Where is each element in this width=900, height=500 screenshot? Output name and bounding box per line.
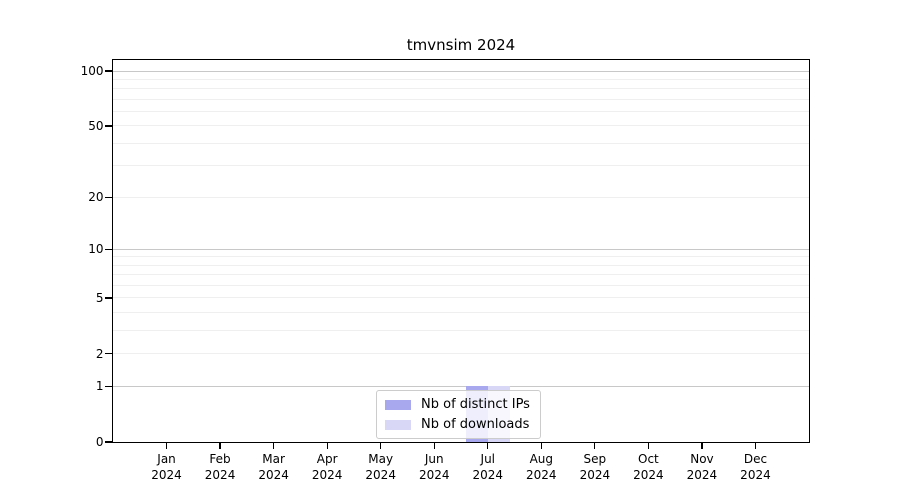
y-gridline-minor [113,165,809,167]
x-tick-label: Jul 2024 [472,451,503,483]
x-tick-mark [165,442,168,449]
y-gridline-minor [113,264,809,266]
x-tick-year: 2024 [472,468,504,482]
legend: Nb of distinct IPs Nb of downloads [376,390,541,439]
x-tick-month: May [368,452,394,466]
x-tick-label: Oct 2024 [633,451,664,483]
y-tick-mark [105,125,112,127]
y-gridline-minor [113,98,809,100]
y-gridline-minor [113,196,809,198]
x-tick-month: Aug [529,452,554,466]
y-tick-label: 20 [88,190,104,205]
legend-swatch-distinct-ips [385,399,411,410]
x-tick-label: Dec 2024 [740,451,771,483]
plot-area: Nb of distinct IPs Nb of downloads 0 1 2 5 1… [81,59,810,482]
y-gridline-major [113,70,809,72]
x-tick-year: 2024 [579,468,611,482]
legend-label-downloads: Nb of downloads [421,417,530,432]
y-gridline-minor [113,297,809,299]
x-tick-year: 2024 [311,468,343,482]
x-tick-year: 2024 [365,468,396,482]
y-tick-label: 0 [95,435,104,449]
x-tick-label: Sep 2024 [580,451,611,483]
x-tick-month: Feb [209,452,231,466]
y-gridline-minor [113,353,809,355]
y-gridline-minor [113,88,809,90]
x-tick-label: Jan 2024 [151,451,182,483]
y-tick-mark [105,441,112,443]
chart-title: tmvnsim 2024 [406,36,516,54]
x-tick-mark [754,442,757,449]
legend-label-distinct-ips: Nb of distinct IPs [421,397,530,412]
x-tick-mark [380,442,382,449]
x-tick-mark [594,442,596,449]
x-tick-month: Dec [743,452,768,466]
x-tick-label: May 2024 [365,451,396,483]
y-gridline-minor [113,274,809,276]
x-tick-month: Jun [424,452,444,466]
y-tick-label: 1 [95,379,104,394]
legend-swatch-downloads [385,419,411,430]
x-tick-year: 2024 [418,468,450,482]
x-tick-year: 2024 [740,468,771,482]
y-gridline-minor [113,78,809,80]
y-tick-mark [105,353,112,355]
x-tick-year: 2024 [151,468,182,482]
legend-item-distinct-ips: Nb of distinct IPs [385,397,530,412]
y-tick-label: 100 [80,64,104,78]
x-tick-mark [487,442,489,449]
y-gridline-minor [113,312,809,314]
x-tick-month: Nov [690,452,714,466]
y-tick-mark [105,297,112,299]
y-gridline-minor [113,330,809,332]
x-tick-year: 2024 [204,468,236,482]
x-tick-year: 2024 [686,468,718,482]
y-gridline-minor [113,142,809,144]
x-tick-month: Jan [157,452,176,466]
legend-item-downloads: Nb of downloads [385,417,530,432]
x-tick-label: Mar 2024 [258,451,289,483]
x-tick-month: Jul [480,452,496,466]
y-gridline-minor [113,111,809,113]
x-tick-label: Jun 2024 [419,451,450,483]
y-tick-mark [105,385,112,387]
x-tick-label: Aug 2024 [526,451,557,483]
y-tick-label: 10 [88,242,104,257]
x-tick-year: 2024 [633,468,664,482]
y-tick-label: 2 [95,346,104,361]
y-gridline-major [113,385,809,387]
y-tick-mark [105,70,112,72]
x-tick-year: 2024 [258,468,289,482]
x-tick-mark [219,442,221,449]
y-gridline-minor [113,256,809,258]
y-gridline-minor [113,125,809,127]
x-tick-mark [433,442,435,449]
x-tick-mark [273,442,275,449]
y-gridline-major [113,248,809,250]
y-tick-mark [105,248,112,250]
x-tick-mark [647,442,649,449]
x-tick-month: Sep [583,452,607,466]
x-tick-label: Apr 2024 [312,451,343,483]
x-tick-mark [326,442,328,449]
x-tick-month: Mar [262,452,285,466]
y-gridline-minor [113,285,809,287]
x-tick-label: Nov 2024 [687,451,718,483]
x-tick-label: Feb 2024 [205,451,236,483]
x-tick-mark [540,442,542,449]
y-tick-mark [105,196,112,198]
y-tick-label: 5 [95,290,104,305]
x-tick-month: Apr [316,452,338,466]
x-tick-year: 2024 [526,468,557,482]
y-tick-label: 50 [88,118,104,133]
x-tick-mark [701,442,703,449]
x-tick-month: Oct [637,452,659,466]
